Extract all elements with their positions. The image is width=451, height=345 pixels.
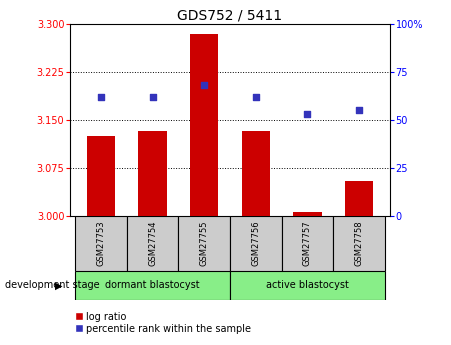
Bar — [75, 271, 230, 300]
Text: development stage: development stage — [5, 280, 99, 290]
Point — [97, 94, 105, 100]
Bar — [230, 216, 282, 271]
Bar — [293, 213, 322, 216]
Bar — [178, 216, 230, 271]
Text: active blastocyst: active blastocyst — [266, 280, 349, 290]
Bar — [242, 131, 270, 216]
Point — [149, 94, 156, 100]
Bar — [138, 131, 167, 216]
Title: GDS752 / 5411: GDS752 / 5411 — [177, 9, 283, 23]
Point — [355, 108, 363, 113]
Text: ▶: ▶ — [55, 280, 62, 290]
Point — [304, 111, 311, 117]
Text: GSM27755: GSM27755 — [200, 220, 209, 266]
Bar — [87, 136, 115, 216]
Text: GSM27753: GSM27753 — [97, 220, 106, 266]
Text: GSM27754: GSM27754 — [148, 220, 157, 266]
Text: GSM27758: GSM27758 — [354, 220, 364, 266]
Bar — [282, 216, 333, 271]
Legend: log ratio, percentile rank within the sample: log ratio, percentile rank within the sa… — [75, 312, 252, 334]
Point — [201, 83, 208, 88]
Bar — [127, 216, 178, 271]
Text: dormant blastocyst: dormant blastocyst — [105, 280, 200, 290]
Bar — [190, 34, 218, 216]
Bar — [345, 180, 373, 216]
Bar — [75, 216, 127, 271]
Text: GSM27756: GSM27756 — [251, 220, 260, 266]
Bar — [333, 216, 385, 271]
Text: GSM27757: GSM27757 — [303, 220, 312, 266]
Bar — [230, 271, 385, 300]
Point — [252, 94, 259, 100]
